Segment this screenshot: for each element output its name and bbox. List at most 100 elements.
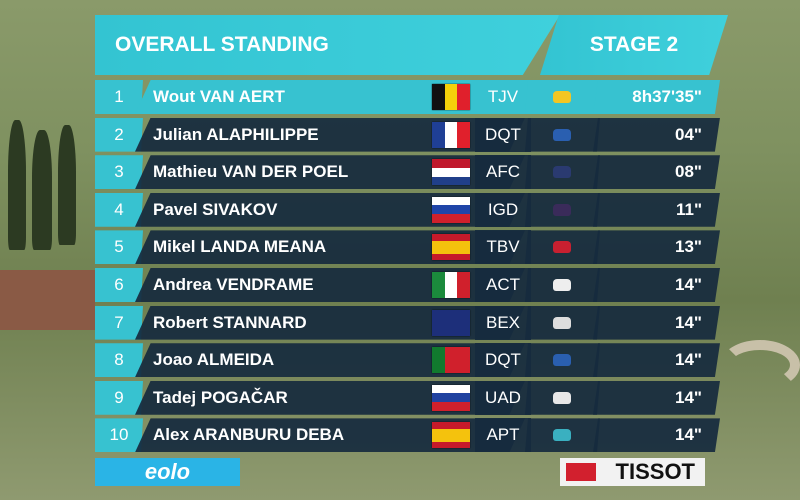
- nation-flag: [432, 422, 470, 449]
- rank-cell: 10: [95, 418, 143, 453]
- background-tree: [32, 130, 52, 250]
- nation-flag: [432, 384, 470, 411]
- team-jersey: [553, 166, 571, 179]
- team-jersey: [553, 316, 571, 329]
- team-jersey: [553, 354, 571, 367]
- flag-stripe: [432, 384, 470, 394]
- flag-stripe: [457, 121, 471, 148]
- gap-time: 14": [593, 268, 720, 302]
- rank-cell: 4: [95, 192, 143, 227]
- tissot-logo: TISSOT: [560, 458, 705, 486]
- flag-stripe: [432, 428, 470, 436]
- title: OVERALL STANDING: [115, 33, 329, 56]
- jersey-cell: [525, 155, 600, 190]
- flag-stripe: [432, 84, 445, 110]
- team-code: ACT: [475, 268, 531, 302]
- nation-flag: [432, 272, 471, 298]
- tissot-text: TISSOT: [615, 459, 695, 484]
- jersey-cell: [525, 343, 600, 378]
- tissot-cross-badge: [566, 463, 596, 481]
- title-banner: OVERALL STANDING: [95, 15, 560, 75]
- team-jersey: [553, 203, 571, 216]
- standing-row: 8 Joao ALMEIDA DQT 14": [95, 343, 720, 378]
- flag-stripe: [432, 121, 445, 148]
- team-jersey: [553, 241, 571, 254]
- jersey-cell: [525, 230, 600, 265]
- gap-time: 08": [593, 155, 720, 190]
- jersey-cell: [525, 305, 600, 340]
- rank-cell: 7: [95, 305, 143, 340]
- team-jersey: [553, 279, 571, 291]
- gap-time: 8h37'35": [593, 80, 720, 114]
- jersey-cell: [525, 418, 600, 453]
- standing-row: 5 Mikel LANDA MEANA TBV 13": [95, 230, 720, 265]
- team-code: DQT: [475, 343, 531, 378]
- flag-stripe: [432, 272, 445, 298]
- nation-flag: [432, 121, 471, 148]
- nation-flag: [432, 196, 470, 223]
- nation-flag: [432, 159, 470, 186]
- flag-stripe: [432, 234, 470, 241]
- background-roof: [0, 270, 95, 330]
- standing-row: 1 Wout VAN AERT TJV 8h37'35": [95, 80, 720, 114]
- flag-stripe: [444, 121, 458, 148]
- jersey-cell: [525, 268, 600, 302]
- team-code: AFC: [475, 155, 531, 190]
- flag-stripe: [432, 214, 470, 223]
- flag-stripe: [444, 272, 458, 298]
- background-tree: [58, 125, 76, 245]
- standing-row: 6 Andrea VENDRAME ACT 14": [95, 268, 720, 302]
- flag-stripe: [444, 84, 458, 110]
- team-code: TBV: [475, 230, 531, 265]
- standing-row: 7 Robert STANNARD BEX 14": [95, 305, 720, 340]
- flag-stripe: [432, 240, 470, 248]
- team-code: BEX: [475, 305, 531, 340]
- gap-time: 11": [593, 192, 720, 227]
- team-jersey: [553, 128, 571, 141]
- flag-stripe: [457, 272, 471, 298]
- gap-time: 14": [593, 343, 720, 378]
- eolo-logo: eolo: [95, 458, 240, 486]
- gap-time: 04": [593, 117, 720, 152]
- gap-time: 13": [593, 230, 720, 265]
- flag-stripe: [432, 205, 470, 215]
- flag-stripe: [432, 159, 470, 168]
- nation-flag: [432, 309, 470, 336]
- rank-cell: 9: [95, 380, 143, 415]
- nation-flag: [432, 234, 470, 261]
- rank-cell: 6: [95, 268, 143, 302]
- standing-row: 4 Pavel SIVAKOV IGD 11": [95, 192, 720, 227]
- flag-stripe: [457, 347, 471, 374]
- nation-flag: [432, 347, 471, 374]
- flag-stripe: [432, 435, 470, 442]
- stage-label: STAGE 2: [589, 33, 679, 56]
- jersey-cell: [525, 192, 600, 227]
- rank-cell: 5: [95, 230, 143, 265]
- jersey-cell: [525, 117, 600, 152]
- rank-cell: 8: [95, 343, 143, 378]
- standing-row: 10 Alex ARANBURU DEBA APT 14": [95, 418, 720, 453]
- standing-row: 3 Mathieu VAN DER POEL AFC 08": [95, 155, 720, 190]
- flag-stripe: [432, 347, 445, 374]
- flag-stripe: [432, 309, 470, 336]
- gap-time: 14": [593, 380, 720, 415]
- team-code: UAD: [475, 380, 531, 415]
- team-code: APT: [475, 418, 531, 453]
- flag-stripe: [432, 196, 470, 206]
- rank-cell: 3: [95, 155, 143, 190]
- flag-stripe: [444, 347, 458, 374]
- flag-stripe: [432, 167, 470, 177]
- background-road: [720, 340, 800, 390]
- flag-stripe: [432, 441, 470, 449]
- team-code: DQT: [475, 117, 531, 152]
- jersey-cell: [525, 80, 600, 114]
- nation-flag: [432, 84, 471, 110]
- background-tree: [8, 120, 26, 250]
- team-jersey: [553, 91, 571, 103]
- flag-stripe: [432, 247, 470, 254]
- team-code: TJV: [475, 80, 531, 114]
- rank-cell: 1: [95, 80, 143, 114]
- flag-stripe: [432, 253, 470, 261]
- standing-row: 2 Julian ALAPHILIPPE DQT 04": [95, 117, 720, 152]
- standing-row: 9 Tadej POGAČAR UAD 14": [95, 380, 720, 415]
